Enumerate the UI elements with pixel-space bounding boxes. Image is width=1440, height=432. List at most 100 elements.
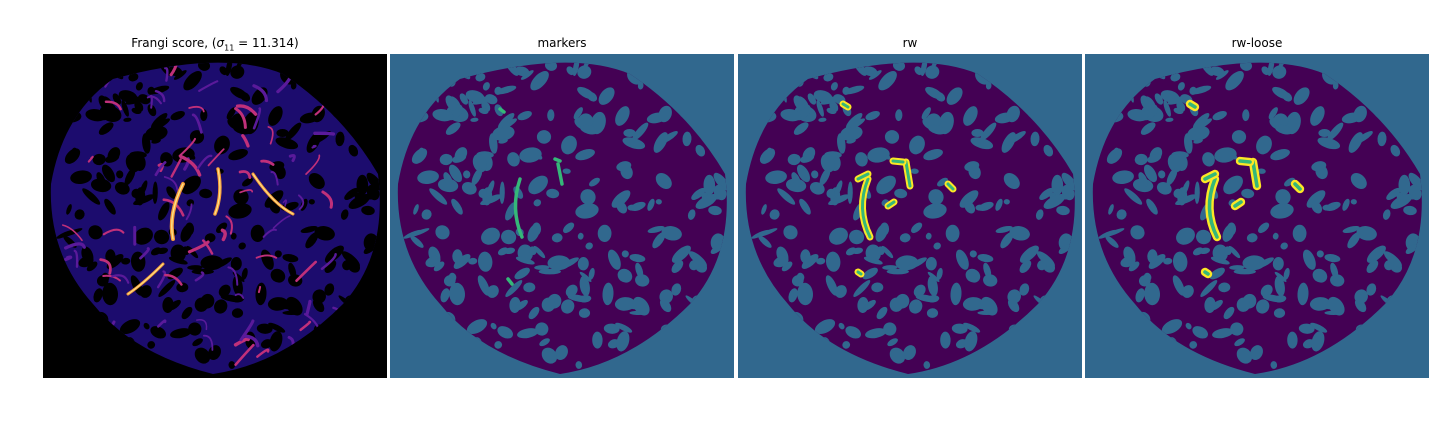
frangi-ridge — [207, 148, 225, 167]
texture-hole — [147, 341, 156, 349]
frangi-ridge — [239, 189, 254, 194]
texture-hole — [1274, 271, 1287, 282]
texture-hole — [1348, 132, 1363, 153]
texture-hole — [519, 147, 542, 163]
texture-hole — [497, 247, 509, 256]
texture-hole — [448, 164, 463, 183]
texture-hole — [1143, 272, 1152, 282]
texture-hole — [105, 153, 120, 163]
frangi-ridge — [99, 258, 112, 275]
texture-hole — [868, 70, 882, 80]
texture-hole — [216, 222, 228, 234]
texture-hole — [1390, 144, 1401, 157]
texture-hole — [1124, 188, 1143, 205]
texture-hole — [551, 233, 563, 243]
texture-hole — [899, 233, 911, 243]
texture-hole — [1106, 148, 1123, 164]
texture-hole — [588, 267, 595, 280]
texture-hole — [230, 257, 242, 271]
texture-hole — [507, 152, 520, 167]
frangi-ridge — [178, 137, 196, 157]
texture-hole — [765, 170, 787, 185]
texture-hole — [348, 144, 359, 157]
texture-hole — [1172, 275, 1185, 296]
texture-hole — [1261, 66, 1270, 76]
frangi-ridge — [260, 159, 275, 166]
texture-hole — [477, 251, 493, 272]
texture-hole — [826, 107, 837, 115]
texture-hole — [865, 328, 887, 339]
texture-hole — [1284, 177, 1295, 187]
texture-hole — [1056, 205, 1070, 216]
texture-hole — [923, 361, 931, 369]
texture-hole — [1043, 144, 1054, 157]
texture-hole — [658, 105, 672, 123]
texture-hole — [616, 331, 630, 352]
texture-hole — [1172, 251, 1188, 272]
texture-hole — [241, 267, 248, 280]
frangi-ridge — [185, 203, 193, 221]
rw-loose-panel-title: rw-loose — [1231, 36, 1283, 50]
vessel-segment-fill — [861, 177, 872, 239]
texture-hole — [340, 209, 349, 220]
texture-hole — [913, 284, 926, 297]
texture-hole — [230, 232, 237, 240]
texture-hole — [173, 70, 187, 80]
frangi-ridge — [62, 224, 83, 242]
texture-hole — [695, 194, 718, 209]
texture-hole — [1223, 175, 1243, 195]
texture-hole — [889, 347, 906, 364]
texture-hole — [1382, 209, 1391, 220]
texture-hole — [655, 199, 662, 205]
texture-hole — [1185, 322, 1192, 330]
texture-hole — [1003, 172, 1020, 190]
markers-panel-title: markers — [537, 36, 587, 50]
texture-hole — [579, 276, 590, 297]
texture-hole — [523, 282, 536, 293]
texture-hole — [366, 172, 380, 191]
texture-hole — [965, 268, 981, 283]
texture-hole — [1210, 299, 1223, 311]
texture-hole — [611, 190, 631, 208]
texture-hole — [274, 250, 282, 258]
vessel-segment-fill — [904, 160, 912, 188]
texture-hole — [962, 297, 984, 311]
texture-hole — [629, 254, 646, 263]
texture-hole — [926, 295, 940, 303]
texture-hole — [150, 247, 162, 256]
texture-hole — [797, 282, 814, 306]
frangi-ridge — [320, 252, 337, 271]
texture-hole — [615, 322, 633, 333]
texture-hole — [1230, 322, 1244, 336]
texture-hole — [472, 153, 487, 173]
texture-hole — [158, 280, 176, 297]
texture-hole — [995, 225, 1013, 234]
texture-hole — [268, 106, 283, 126]
texture-hole — [285, 296, 303, 316]
texture-hole — [849, 229, 865, 245]
texture-hole — [449, 282, 466, 306]
texture-hole — [1386, 187, 1401, 200]
texture-hole — [1260, 284, 1273, 297]
texture-hole — [148, 85, 170, 95]
texture-hole — [603, 323, 620, 334]
texture-hole — [580, 189, 596, 205]
texture-hole — [481, 227, 500, 245]
texture-hole — [1311, 161, 1327, 172]
texture-hole — [1128, 261, 1140, 272]
texture-hole — [647, 225, 665, 234]
frangi-ridge — [252, 107, 262, 130]
frangi-vessel-core — [214, 168, 221, 215]
frangi-ridge — [270, 171, 279, 186]
texture-hole — [1366, 283, 1377, 296]
texture-hole — [230, 86, 248, 100]
texture-hole — [356, 174, 369, 196]
texture-hole — [1197, 118, 1212, 129]
texture-hole — [969, 250, 977, 258]
texture-hole — [170, 328, 192, 339]
texture-hole — [793, 95, 805, 111]
texture-hole — [1215, 70, 1229, 80]
texture-hole — [1353, 105, 1367, 123]
frangi-ridge — [104, 100, 122, 111]
texture-hole — [485, 94, 498, 105]
